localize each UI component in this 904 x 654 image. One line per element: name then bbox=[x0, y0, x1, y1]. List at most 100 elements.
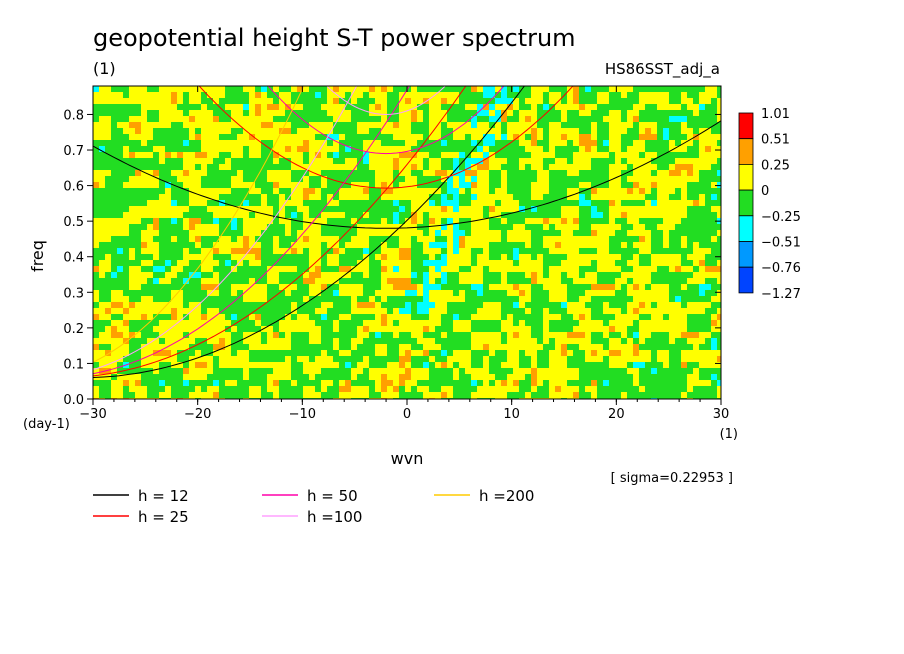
field-cell bbox=[663, 116, 670, 123]
field-cell bbox=[405, 146, 412, 153]
field-cell bbox=[309, 86, 316, 93]
field-cell bbox=[489, 158, 496, 165]
field-cell bbox=[129, 296, 136, 303]
field-cell bbox=[111, 176, 118, 183]
field-cell bbox=[339, 302, 346, 309]
field-cell bbox=[579, 170, 586, 177]
field-cell bbox=[243, 308, 250, 315]
field-cell bbox=[315, 86, 322, 93]
field-cell bbox=[549, 236, 556, 243]
field-cell bbox=[447, 332, 454, 339]
field-cell bbox=[705, 338, 712, 345]
field-cell bbox=[639, 140, 646, 147]
field-cell bbox=[195, 164, 202, 171]
field-cell bbox=[387, 140, 394, 147]
field-cell bbox=[327, 188, 334, 195]
field-cell bbox=[297, 110, 304, 117]
field-cell bbox=[669, 158, 676, 165]
field-cell bbox=[117, 266, 124, 273]
field-cell bbox=[411, 308, 418, 315]
field-cell bbox=[195, 266, 202, 273]
field-cell bbox=[285, 230, 292, 237]
field-cell bbox=[225, 128, 232, 135]
field-cell bbox=[213, 122, 220, 129]
field-cell bbox=[375, 218, 382, 225]
field-cell bbox=[189, 200, 196, 207]
field-cell bbox=[393, 368, 400, 375]
field-cell bbox=[243, 302, 250, 309]
field-cell bbox=[111, 350, 118, 357]
field-cell bbox=[243, 182, 250, 189]
field-cell bbox=[327, 134, 334, 141]
field-cell bbox=[567, 152, 574, 159]
field-cell bbox=[351, 212, 358, 219]
field-cell bbox=[579, 140, 586, 147]
field-cell bbox=[387, 320, 394, 327]
field-cell bbox=[567, 218, 574, 225]
field-cell bbox=[207, 212, 214, 219]
field-cell bbox=[669, 302, 676, 309]
field-cell bbox=[357, 296, 364, 303]
field-cell bbox=[363, 344, 370, 351]
field-cell bbox=[591, 260, 598, 267]
field-cell bbox=[321, 176, 328, 183]
field-cell bbox=[405, 332, 412, 339]
field-cell bbox=[267, 242, 274, 249]
field-cell bbox=[495, 266, 502, 273]
field-cell bbox=[249, 314, 256, 321]
field-cell bbox=[567, 206, 574, 213]
field-cell bbox=[243, 188, 250, 195]
field-cell bbox=[663, 86, 670, 93]
field-cell bbox=[363, 338, 370, 345]
field-cell bbox=[411, 314, 418, 321]
field-cell bbox=[471, 86, 478, 93]
field-cell bbox=[693, 122, 700, 129]
field-cell bbox=[141, 140, 148, 147]
field-cell bbox=[615, 170, 622, 177]
field-cell bbox=[177, 116, 184, 123]
field-cell bbox=[369, 296, 376, 303]
field-cell bbox=[99, 140, 106, 147]
field-cell bbox=[657, 140, 664, 147]
field-cell bbox=[207, 224, 214, 231]
field-cell bbox=[435, 200, 442, 207]
field-cell bbox=[237, 92, 244, 99]
field-cell bbox=[459, 206, 466, 213]
field-cell bbox=[645, 236, 652, 243]
field-cell bbox=[615, 344, 622, 351]
field-cell bbox=[579, 302, 586, 309]
field-cell bbox=[507, 290, 514, 297]
field-cell bbox=[537, 308, 544, 315]
field-cell bbox=[195, 290, 202, 297]
field-cell bbox=[159, 158, 166, 165]
field-cell bbox=[165, 158, 172, 165]
field-cell bbox=[321, 212, 328, 219]
field-cell bbox=[327, 266, 334, 273]
field-cell bbox=[675, 326, 682, 333]
field-cell bbox=[243, 236, 250, 243]
field-cell bbox=[513, 98, 520, 105]
field-cell bbox=[135, 218, 142, 225]
field-cell bbox=[567, 284, 574, 291]
field-cell bbox=[285, 140, 292, 147]
field-cell bbox=[351, 254, 358, 261]
field-cell bbox=[447, 206, 454, 213]
field-cell bbox=[573, 206, 580, 213]
field-cell bbox=[351, 242, 358, 249]
field-cell bbox=[489, 206, 496, 213]
field-cell bbox=[279, 320, 286, 327]
field-cell bbox=[417, 182, 424, 189]
field-cell bbox=[411, 134, 418, 141]
field-cell bbox=[393, 326, 400, 333]
field-cell bbox=[225, 152, 232, 159]
field-cell bbox=[327, 308, 334, 315]
field-cell bbox=[267, 128, 274, 135]
field-cell bbox=[255, 308, 262, 315]
field-cell bbox=[477, 152, 484, 159]
field-cell bbox=[189, 332, 196, 339]
field-cell bbox=[315, 308, 322, 315]
field-cell bbox=[555, 164, 562, 171]
field-cell bbox=[147, 128, 154, 135]
field-cell bbox=[153, 122, 160, 129]
field-cell bbox=[135, 296, 142, 303]
